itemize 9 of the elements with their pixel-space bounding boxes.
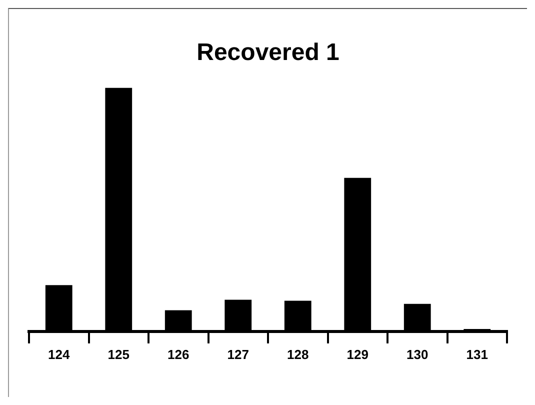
x-tick-label: 124: [48, 346, 70, 362]
chart-title: Recovered 1: [196, 39, 340, 66]
x-tick-label: 131: [466, 346, 488, 362]
x-tick-label: 130: [406, 346, 428, 362]
x-tick-label: 127: [227, 346, 249, 362]
x-tick-label: 129: [346, 346, 368, 362]
x-tick-label: 126: [168, 346, 190, 362]
x-tick-label: 128: [287, 346, 309, 362]
x-tick-label: 125: [108, 346, 130, 362]
